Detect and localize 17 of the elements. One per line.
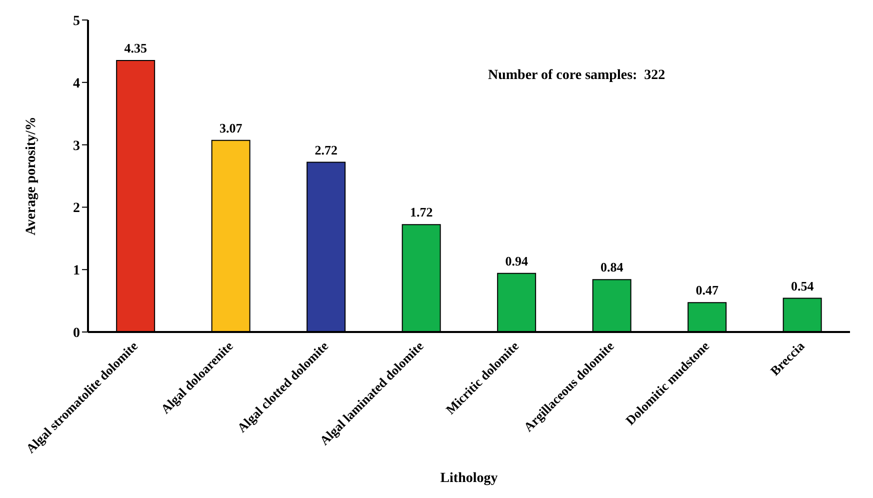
y-tick-label: 0: [73, 326, 80, 341]
data-label: 1.72: [410, 204, 433, 220]
data-label: 0.94: [505, 253, 528, 268]
data-label: 0.54: [790, 278, 814, 294]
y-tick-label: 1: [73, 264, 80, 279]
data-label: 3.07: [219, 120, 243, 136]
x-axis-title: Lithology: [440, 471, 498, 486]
y-tick-label: 2: [73, 201, 80, 216]
data-label: 0.84: [600, 260, 624, 275]
y-tick-label: 4: [73, 76, 80, 92]
data-label: 4.35: [124, 40, 148, 56]
data-label: 2.72: [314, 142, 338, 158]
y-tick-label: 5: [73, 14, 80, 29]
annotation: Number of core samples: 322: [488, 68, 666, 84]
y-tick-label: 3: [73, 138, 80, 154]
data-label: 0.47: [696, 282, 719, 298]
y-axis-title: Average porosity/%: [24, 116, 39, 236]
